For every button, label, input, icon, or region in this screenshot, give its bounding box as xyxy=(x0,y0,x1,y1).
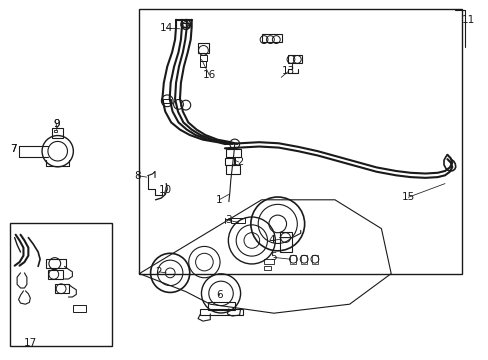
Bar xyxy=(264,259,273,264)
Bar xyxy=(264,266,271,270)
Text: 9: 9 xyxy=(53,119,60,129)
Bar xyxy=(200,61,206,67)
Text: 7: 7 xyxy=(10,144,17,154)
Bar xyxy=(287,55,302,63)
Text: 6: 6 xyxy=(215,290,222,300)
Bar xyxy=(10,223,112,346)
Text: 13: 13 xyxy=(281,66,295,76)
Bar xyxy=(163,99,171,103)
Bar xyxy=(199,55,207,61)
Bar xyxy=(311,255,317,264)
Bar xyxy=(230,218,244,223)
Bar xyxy=(46,259,66,268)
Text: 12: 12 xyxy=(231,157,245,167)
Bar xyxy=(55,284,69,293)
Bar xyxy=(198,43,208,53)
Bar xyxy=(139,9,461,274)
Text: 10: 10 xyxy=(159,185,171,195)
Text: 8: 8 xyxy=(134,171,141,181)
Bar xyxy=(207,302,234,310)
Text: 5: 5 xyxy=(270,252,277,262)
Bar xyxy=(290,255,296,264)
Bar xyxy=(279,232,291,252)
Text: 9: 9 xyxy=(53,119,60,129)
Text: 4: 4 xyxy=(267,235,274,246)
Text: 1: 1 xyxy=(215,195,222,205)
Bar xyxy=(199,309,242,315)
Text: 11: 11 xyxy=(461,15,474,25)
Text: 17: 17 xyxy=(23,338,37,348)
Bar xyxy=(301,255,306,264)
Bar xyxy=(225,165,239,174)
Bar xyxy=(225,149,240,157)
Bar xyxy=(224,158,233,165)
Text: 7: 7 xyxy=(10,144,17,154)
Bar xyxy=(48,270,62,279)
Bar xyxy=(73,305,85,312)
Text: 2: 2 xyxy=(155,267,162,277)
Text: 14: 14 xyxy=(159,23,173,33)
Bar xyxy=(54,130,57,132)
Bar xyxy=(182,23,189,27)
Text: 3: 3 xyxy=(225,215,232,225)
Text: 15: 15 xyxy=(401,192,414,202)
Text: 16: 16 xyxy=(202,70,216,80)
Bar xyxy=(52,128,63,138)
Bar xyxy=(261,34,282,42)
